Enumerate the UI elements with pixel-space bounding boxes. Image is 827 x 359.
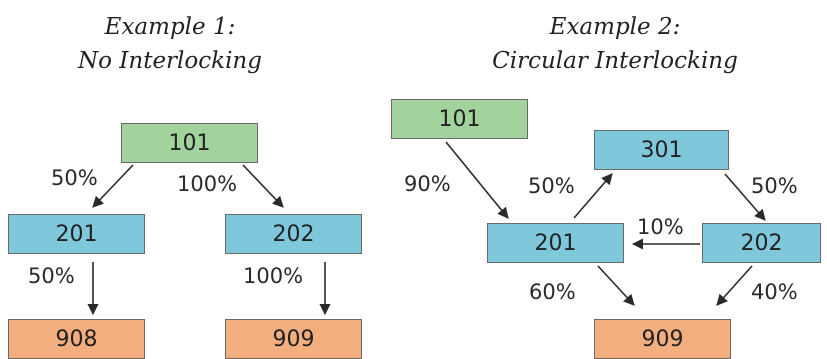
ex2-arrow-101-201 xyxy=(445,141,509,219)
ex1-label-202-909: 100% xyxy=(243,264,304,288)
ex1-node-101: 101 xyxy=(121,123,258,163)
ex1-node-202: 202 xyxy=(225,214,362,254)
ex1-label-101-201: 50% xyxy=(51,166,98,190)
example2-title-line1: Example 2: xyxy=(549,14,681,40)
ex2-arrow-301-202 xyxy=(724,173,766,221)
ex2-node-201: 201 xyxy=(487,223,624,263)
ex1-label-201-908: 50% xyxy=(28,264,75,288)
ex1-label-101-202: 100% xyxy=(177,172,238,196)
ex2-label-301-202: 50% xyxy=(751,174,798,198)
ex1-node-909: 909 xyxy=(225,319,362,359)
ex1-node-908: 908 xyxy=(8,319,145,359)
ex2-node-101: 101 xyxy=(391,99,528,139)
example1-title-line2: No Interlocking xyxy=(78,48,262,74)
ex1-arrow-101-201 xyxy=(92,164,134,208)
ex1-node-201: 201 xyxy=(8,214,145,254)
ex2-label-201-301: 50% xyxy=(528,174,575,198)
ex2-node-202: 202 xyxy=(702,223,821,263)
ex2-arrow-202-909 xyxy=(716,265,753,306)
example2-title: Example 2: Circular Interlocking xyxy=(465,10,765,78)
ex2-node-301: 301 xyxy=(594,130,729,170)
ex2-label-201-909: 60% xyxy=(529,280,576,304)
ex2-arrow-201-909 xyxy=(597,265,635,306)
ex2-label-101-201: 90% xyxy=(404,172,451,196)
ex1-arrow-101-202 xyxy=(242,164,284,208)
ex2-node-909: 909 xyxy=(594,319,731,359)
example1-title-line1: Example 1: xyxy=(104,14,236,40)
ex2-label-202-201: 10% xyxy=(637,215,684,239)
ex2-label-202-909: 40% xyxy=(751,280,798,304)
ex2-arrow-201-301 xyxy=(573,173,613,219)
example2-title-line2: Circular Interlocking xyxy=(492,48,738,74)
example1-title: Example 1: No Interlocking xyxy=(20,10,320,78)
